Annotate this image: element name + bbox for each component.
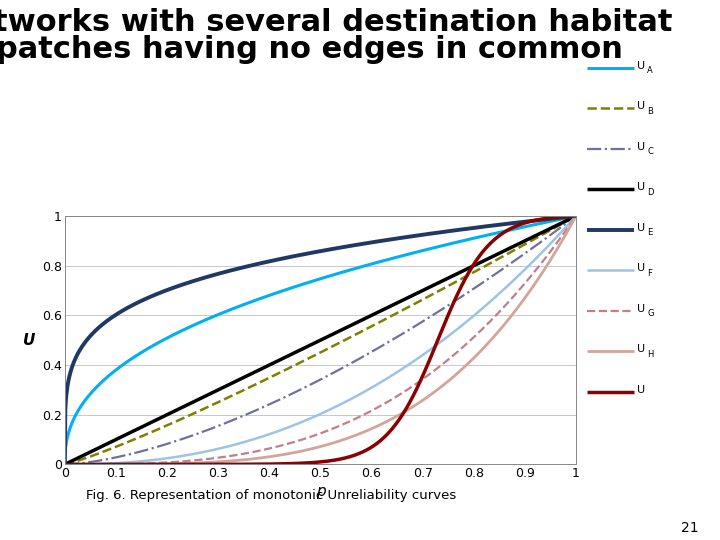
Text: B: B — [647, 107, 653, 116]
Text: C: C — [647, 147, 653, 156]
Text: D: D — [647, 188, 654, 197]
Text: patches having no edges in common: patches having no edges in common — [0, 35, 623, 64]
Text: U: U — [637, 61, 645, 71]
Text: Networks with several destination habitat: Networks with several destination habita… — [0, 8, 672, 37]
Text: U: U — [637, 183, 645, 192]
Text: U: U — [23, 333, 35, 348]
Text: 21: 21 — [681, 521, 698, 535]
Text: G: G — [647, 309, 654, 318]
Text: p: p — [315, 484, 325, 500]
Text: A: A — [647, 66, 653, 75]
Text: Fig. 6. Representation of monotonic Unreliability curves: Fig. 6. Representation of monotonic Unre… — [86, 489, 456, 502]
Text: H: H — [647, 350, 654, 359]
Text: U: U — [637, 102, 645, 111]
Text: E: E — [647, 228, 652, 237]
Text: U: U — [637, 345, 645, 354]
Text: U: U — [637, 304, 645, 314]
Text: U: U — [637, 142, 645, 152]
Text: F: F — [647, 269, 652, 278]
Text: U: U — [637, 264, 645, 273]
Text: U: U — [637, 385, 645, 395]
Text: U: U — [637, 223, 645, 233]
